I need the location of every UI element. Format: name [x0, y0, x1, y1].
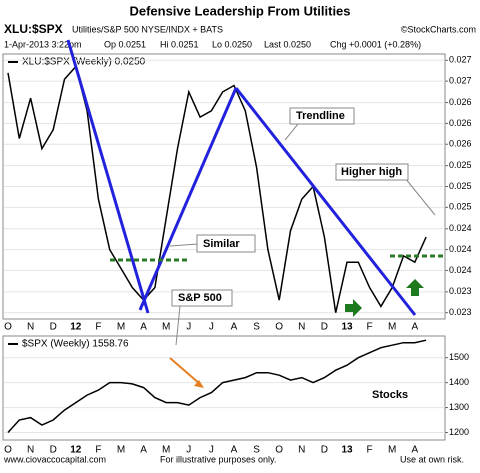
x-tick-label: O [4, 445, 12, 456]
x-tick-label: A [140, 445, 147, 456]
y-tick-label: 0.024 [449, 265, 472, 275]
arrow [169, 357, 201, 385]
y-tick-label: 0.025 [449, 160, 472, 170]
y-tick-label: 0.026 [449, 97, 472, 107]
quote-date: 1-Apr-2013 3:22pm [4, 39, 82, 49]
y-tick-label: 0.023 [449, 307, 472, 317]
y-tick-label: 0.024 [449, 244, 472, 254]
x-tick-label: S [253, 445, 260, 456]
x-tick-label: J [209, 445, 214, 456]
chart-title: Defensive Leadership From Utilities [129, 3, 350, 18]
decorations [66, 39, 445, 388]
x-tick-label: M [388, 322, 396, 333]
legend-label: $SPX (Weekly) 1558.76 [22, 339, 129, 350]
y-tick-label: 0.026 [449, 118, 472, 128]
pointer [404, 177, 436, 216]
y-tick-label: 0.025 [449, 202, 472, 212]
x-tick-label: F [95, 322, 101, 333]
x-tick-label: M [388, 445, 396, 456]
x-tick-label: O [4, 322, 12, 333]
y-tick-label: 1300 [449, 402, 469, 412]
x-tick-label: J [186, 322, 191, 333]
x-tick-label: A [411, 322, 418, 333]
description: Utilities/S&P 500 NYSE/INDX + BATS [72, 24, 223, 34]
y-tick-label: 1200 [449, 427, 469, 437]
footer: Use at own risk. [400, 454, 464, 464]
x-tick-label: F [95, 445, 101, 456]
arrow [406, 279, 424, 296]
x-tick-label: F [367, 445, 373, 456]
annotation: Trendline [296, 110, 345, 122]
y-tick-label: 0.027 [449, 76, 472, 86]
x-tick-label: 12 [70, 445, 82, 456]
x-tick-label: D [50, 322, 57, 333]
x-tick-label: N [27, 445, 34, 456]
annotation-box [196, 234, 256, 253]
series-line [7, 65, 427, 313]
plot-area: 0.027 0.027 0.026 0.026 0.026 0.025 0.025 0.025… [4, 55, 472, 333]
x-tick-label: S [253, 322, 260, 333]
annotation-box [335, 163, 409, 181]
plot-area: 1200 1300 1400 1500 O N D 12 F M A M J J A S O N D 13 F M A [4, 339, 469, 456]
annotation-box [289, 107, 355, 125]
series-line [7, 339, 427, 434]
legend-label: XLU:$SPX (Weekly) 0.0250 [22, 57, 146, 68]
trendline [234, 87, 417, 316]
high: Hi 0.0251 [160, 39, 199, 49]
change: Chg +0.0001 (+0.28%) [330, 39, 421, 49]
x-tick-label: A [231, 322, 238, 333]
x-tick-label: N [298, 322, 305, 333]
symbol: XLU:$SPX [4, 22, 63, 36]
x-tick-label: N [27, 322, 34, 333]
last: Last 0.0250 [264, 39, 311, 49]
footer: www.ciovaccocapital.com [3, 454, 106, 464]
y-tick-label: 0.027 [449, 55, 472, 65]
x-tick-label: 13 [341, 445, 353, 456]
annotation: Similar [203, 238, 240, 250]
x-tick-label: A [411, 445, 418, 456]
annotation-box [171, 289, 233, 307]
trendline [138, 87, 238, 311]
y-tick-label: 0.025 [449, 181, 472, 191]
x-tick-label: M [162, 322, 170, 333]
x-tick-label: D [50, 445, 57, 456]
x-tick-label: O [275, 445, 283, 456]
y-tick-label: 0.026 [449, 139, 472, 149]
x-tick-label: M [117, 322, 125, 333]
arrow-head [194, 380, 204, 388]
pointer [284, 123, 299, 141]
pointer [175, 305, 181, 346]
x-tick-label: O [275, 322, 283, 333]
pointer [169, 243, 199, 247]
footer: For illustrative purposes only. [160, 454, 276, 464]
x-tick-label: J [209, 322, 214, 333]
x-tick-label: 12 [70, 322, 82, 333]
annotation: Higher high [341, 166, 402, 178]
x-tick-label: A [140, 322, 147, 333]
annotation: Stocks [372, 389, 408, 401]
x-tick-label: 13 [341, 322, 353, 333]
y-tick-label: 0.024 [449, 223, 472, 233]
annotation: S&P 500 [178, 292, 222, 304]
x-tick-label: J [186, 445, 191, 456]
arrow [345, 299, 362, 317]
open: Op 0.0251 [104, 39, 146, 49]
trendline [66, 39, 150, 314]
x-tick-label: M [162, 445, 170, 456]
y-tick-label: 1500 [449, 352, 469, 362]
x-tick-label: D [321, 445, 328, 456]
x-tick-label: D [321, 322, 328, 333]
x-tick-label: F [367, 322, 373, 333]
y-tick-label: 1400 [449, 377, 469, 387]
x-tick-label: N [298, 445, 305, 456]
panel-frame [2, 335, 446, 441]
x-tick-label: A [231, 445, 238, 456]
source: ©StockCharts.com [401, 24, 476, 34]
low: Lo 0.0250 [212, 39, 252, 49]
y-tick-label: 0.023 [449, 286, 472, 296]
x-tick-label: M [117, 445, 125, 456]
